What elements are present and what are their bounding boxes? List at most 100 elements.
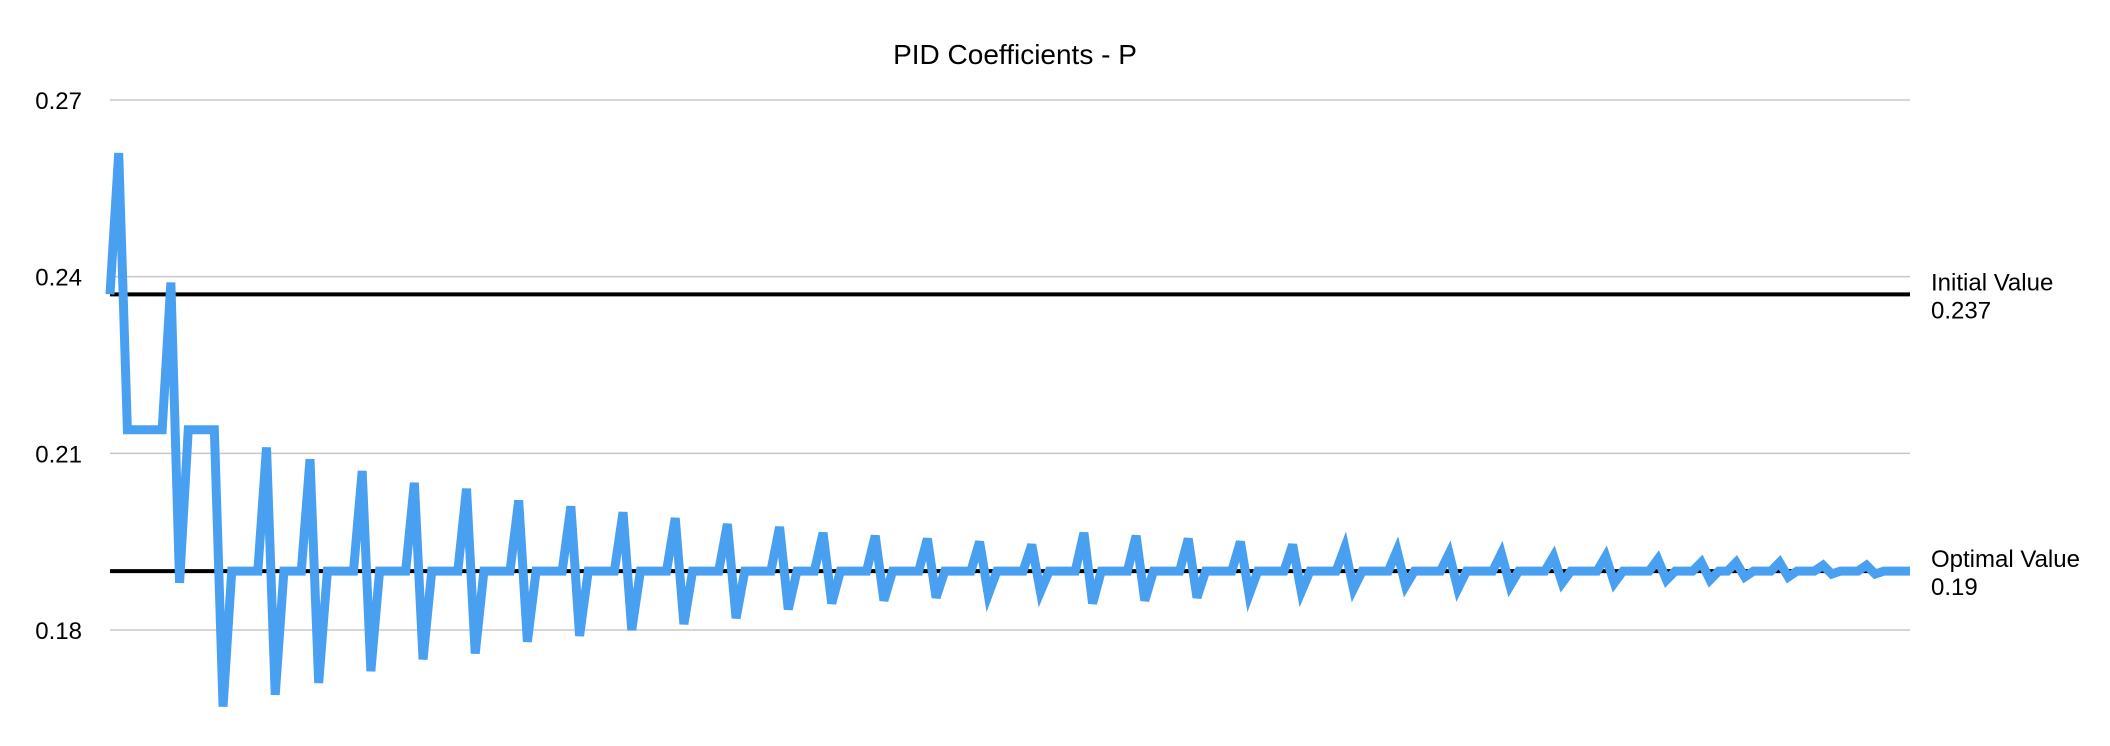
data-point	[1666, 579, 1667, 580]
data-point	[1049, 571, 1050, 572]
data-point	[336, 571, 337, 572]
y-tick-label: 0.24	[35, 265, 82, 292]
data-point	[110, 294, 111, 295]
data-point	[1579, 571, 1580, 572]
data-point	[1205, 571, 1206, 572]
data-point	[1657, 559, 1658, 560]
data-point	[1840, 571, 1841, 572]
data-point	[570, 506, 571, 507]
data-point	[1570, 571, 1571, 572]
data-point	[701, 571, 702, 572]
data-point	[1431, 571, 1432, 572]
data-point	[1831, 574, 1832, 575]
data-point	[1683, 571, 1684, 572]
data-point	[979, 541, 980, 542]
data-point	[240, 571, 241, 572]
data-point	[518, 500, 519, 501]
data-point	[223, 706, 224, 707]
data-point	[640, 571, 641, 572]
data-point	[510, 571, 511, 572]
data-point	[1370, 571, 1371, 572]
data-point	[1066, 571, 1067, 572]
data-point	[1649, 571, 1650, 572]
data-point	[762, 571, 763, 572]
data-point	[875, 535, 876, 536]
data-point	[1318, 571, 1319, 572]
data-point	[727, 524, 728, 525]
data-point	[857, 571, 858, 572]
data-point	[292, 571, 293, 572]
data-point	[318, 683, 319, 684]
data-point	[1823, 565, 1824, 566]
data-point	[1536, 571, 1537, 572]
data-point	[779, 526, 780, 527]
data-point	[892, 571, 893, 572]
data-point	[396, 571, 397, 572]
data-point	[370, 671, 371, 672]
data-point	[927, 538, 928, 539]
data-point	[1692, 571, 1693, 572]
data-point	[170, 282, 171, 283]
data-point	[1483, 571, 1484, 572]
y-tick-label: 0.18	[35, 618, 82, 645]
data-point	[1153, 571, 1154, 572]
data-point	[1249, 594, 1250, 595]
data-point	[1510, 585, 1511, 586]
data-point	[501, 571, 502, 572]
data-point	[205, 429, 206, 430]
data-point	[1631, 571, 1632, 572]
data-point	[814, 571, 815, 572]
data-point	[649, 571, 650, 572]
data-point	[1196, 597, 1197, 598]
data-point	[1301, 591, 1302, 592]
data-point	[918, 571, 919, 572]
data-point	[866, 571, 867, 572]
data-point	[1396, 550, 1397, 551]
data-point	[823, 532, 824, 533]
data-point	[1596, 571, 1597, 572]
data-point	[1014, 571, 1015, 572]
data-point	[744, 571, 745, 572]
data-point	[1770, 571, 1771, 572]
data-point	[579, 635, 580, 636]
data-point	[1492, 571, 1493, 572]
data-point	[153, 429, 154, 430]
data-point	[196, 429, 197, 430]
data-point	[1110, 571, 1111, 572]
data-point	[631, 630, 632, 631]
data-point	[1414, 571, 1415, 572]
data-point	[1336, 571, 1337, 572]
data-point	[1188, 538, 1189, 539]
data-point	[249, 571, 250, 572]
data-point	[353, 571, 354, 572]
data-point	[188, 429, 189, 430]
data-point	[1814, 571, 1815, 572]
data-point	[1544, 571, 1545, 572]
data-point	[275, 694, 276, 695]
data-point	[362, 471, 363, 472]
data-point	[1866, 565, 1867, 566]
data-point	[527, 641, 528, 642]
data-point	[301, 571, 302, 572]
y-tick-label: 0.27	[35, 88, 82, 115]
data-point	[1588, 571, 1589, 572]
data-point	[118, 153, 119, 154]
data-point	[1266, 571, 1267, 572]
data-point	[1753, 571, 1754, 572]
data-point	[1240, 541, 1241, 542]
data-point	[1788, 577, 1789, 578]
series-layer	[105, 152, 1910, 707]
data-point	[953, 571, 954, 572]
series-line	[105, 152, 1910, 707]
data-point	[1231, 571, 1232, 572]
data-point	[1223, 571, 1224, 572]
data-point	[405, 571, 406, 572]
data-point	[1640, 571, 1641, 572]
reference-lines	[110, 292, 1910, 574]
y-tick-labels: 0.18 0.21 0.24 0.27	[35, 88, 82, 645]
data-point	[536, 571, 537, 572]
data-point	[127, 429, 128, 430]
data-point	[588, 571, 589, 572]
data-point	[1423, 571, 1424, 572]
